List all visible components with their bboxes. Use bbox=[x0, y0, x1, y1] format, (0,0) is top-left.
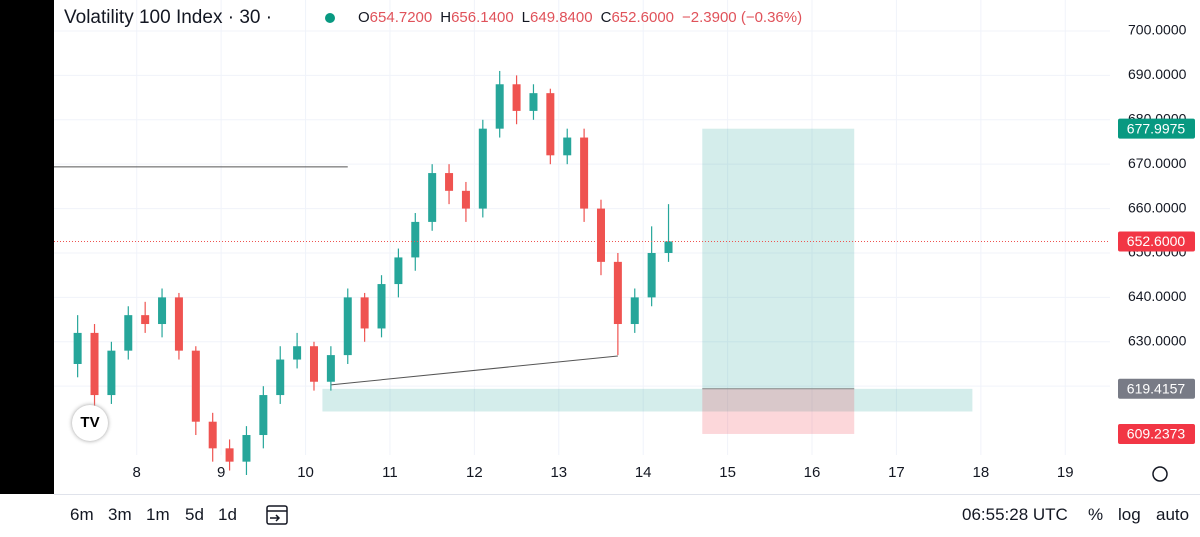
candle-body bbox=[445, 173, 454, 191]
candle-body bbox=[461, 190, 470, 209]
scale-option[interactable]: % bbox=[1088, 505, 1104, 524]
candle-body bbox=[563, 137, 572, 156]
candle-body bbox=[90, 332, 99, 396]
ohlc-key: O bbox=[358, 9, 370, 26]
candle-body bbox=[596, 208, 605, 262]
candle-body bbox=[546, 93, 555, 156]
y-tick-label: 660.0000 bbox=[1128, 199, 1187, 215]
candle-body bbox=[529, 93, 538, 111]
ohlc-value: 649.8400 bbox=[530, 9, 593, 26]
scale-option[interactable]: auto bbox=[1156, 505, 1190, 524]
y-tick-label: 690.0000 bbox=[1128, 66, 1187, 82]
range-button[interactable]: 5d bbox=[185, 505, 204, 524]
y-tick-label: 630.0000 bbox=[1128, 332, 1187, 348]
x-tick-label: 10 bbox=[297, 464, 314, 481]
zone bbox=[322, 388, 973, 412]
ohlc-value: 652.6000 bbox=[611, 9, 675, 26]
clock: 06:55:28 UTC bbox=[962, 505, 1068, 524]
candle-body bbox=[174, 297, 183, 351]
price-tag-label: 677.9975 bbox=[1127, 120, 1186, 136]
range-button[interactable]: 6m bbox=[70, 505, 94, 524]
settings-icon bbox=[1152, 466, 1168, 482]
candle-body bbox=[647, 252, 656, 298]
x-tick-label: 16 bbox=[804, 464, 821, 481]
toolbar: 6m 3m 1m 5d 1d 06:55:28 UTC% log auto bbox=[54, 494, 1200, 537]
price-tag bbox=[1118, 231, 1195, 252]
candle-body bbox=[141, 315, 150, 325]
candle-body bbox=[73, 332, 82, 364]
candle-body bbox=[360, 297, 369, 329]
x-tick-label: 17 bbox=[888, 464, 905, 481]
stop-area bbox=[702, 388, 855, 434]
candle-body bbox=[343, 297, 352, 356]
logo[interactable]: TV bbox=[72, 405, 108, 441]
ohlc-key: H bbox=[440, 9, 452, 26]
ohlc-key: C bbox=[600, 9, 612, 26]
candle-body bbox=[276, 359, 285, 396]
symbol[interactable]: Volatility 100 Index · 30 · bbox=[64, 7, 273, 28]
ohlc-key: L bbox=[521, 9, 531, 26]
x-tick-label: 13 bbox=[550, 464, 567, 481]
range-button[interactable]: 3m bbox=[108, 505, 132, 524]
candle-body bbox=[225, 448, 234, 462]
candle-body bbox=[259, 395, 268, 436]
candle-body bbox=[326, 355, 335, 382]
x-tick-label: 9 bbox=[217, 464, 225, 481]
candle-body bbox=[124, 315, 133, 351]
candle-body bbox=[613, 261, 622, 325]
y-tick-label: 670.0000 bbox=[1128, 155, 1187, 171]
ohlc-legend: O654.7200 H656.1400 L649.8400 C652.6000 −2.3… bbox=[358, 9, 810, 26]
trend-line bbox=[330, 355, 618, 386]
ohlc-value: 654.7200 bbox=[369, 9, 433, 26]
candle-body bbox=[428, 173, 437, 222]
candle-body bbox=[293, 346, 302, 360]
y-tick-label: 700.0000 bbox=[1128, 22, 1187, 38]
candle-body bbox=[394, 257, 403, 285]
candle-body bbox=[411, 221, 420, 258]
x-tick-label: 15 bbox=[719, 464, 736, 481]
candle-body bbox=[512, 84, 521, 111]
x-tick-label: 11 bbox=[382, 464, 398, 481]
price-tag bbox=[1118, 118, 1195, 139]
price-tag bbox=[1118, 378, 1195, 399]
price-tag-label: 619.4157 bbox=[1127, 380, 1186, 396]
candle-body bbox=[664, 241, 673, 253]
candle-body bbox=[158, 297, 167, 325]
price-tag-label: 652.6000 bbox=[1127, 233, 1186, 249]
candle-body bbox=[191, 350, 200, 422]
candle-body bbox=[495, 84, 504, 129]
range-button[interactable]: 1m bbox=[146, 505, 170, 524]
ohlc-value: 656.1400 bbox=[451, 9, 514, 26]
candle-body bbox=[309, 346, 318, 382]
x-tick-label: 18 bbox=[973, 464, 990, 481]
range-button[interactable]: 1d bbox=[218, 505, 237, 524]
date-range-icon[interactable] bbox=[264, 502, 290, 528]
target-area bbox=[702, 128, 855, 389]
status-dot bbox=[325, 13, 335, 23]
candle-body bbox=[208, 421, 217, 449]
side-strip bbox=[0, 0, 54, 494]
candle-body bbox=[242, 435, 251, 462]
price-tag-label: 609.2373 bbox=[1127, 426, 1186, 442]
x-tick-label: 12 bbox=[466, 464, 483, 481]
scale-option[interactable]: log bbox=[1118, 505, 1141, 524]
chart: 8 9 10 11 12 13 14 15 16 17 18 19700.0000690.000068… bbox=[0, 0, 1195, 494]
candle-body bbox=[107, 350, 116, 396]
price-tag bbox=[1118, 423, 1195, 444]
change: −2.3900 (−0.36%) bbox=[682, 9, 803, 26]
candle-body bbox=[630, 297, 639, 325]
candle-body bbox=[580, 137, 589, 209]
x-tick-label: 19 bbox=[1057, 464, 1074, 481]
x-tick-label: 14 bbox=[635, 464, 652, 481]
candle-body bbox=[478, 128, 487, 209]
y-tick-label: 640.0000 bbox=[1128, 288, 1187, 304]
x-tick-label: 8 bbox=[133, 464, 141, 481]
candle-body bbox=[377, 284, 386, 329]
